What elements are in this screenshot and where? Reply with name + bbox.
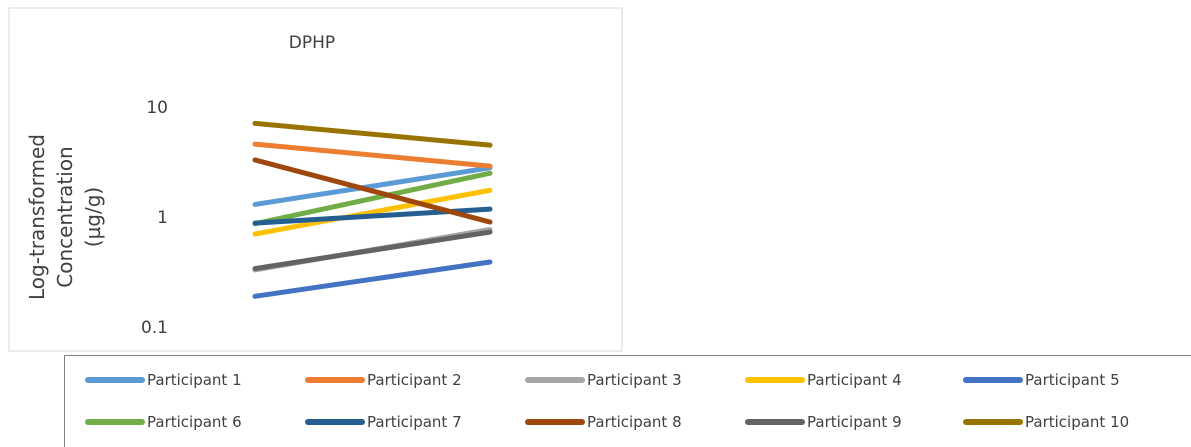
series-lines: [252, 120, 493, 299]
legend-swatch: [745, 419, 805, 425]
legend-swatch: [963, 419, 1023, 425]
series-line-participant-4: [252, 187, 493, 237]
y-tick-label: 0.1: [141, 318, 168, 338]
y-axis-label-line: Concentration: [53, 146, 77, 287]
legend-item: Participant 10: [963, 412, 1129, 432]
chart-title: DPHP: [289, 33, 335, 53]
series-line-participant-2: [252, 141, 493, 169]
series-line-participant-10: [252, 120, 493, 148]
legend-swatch: [963, 377, 1023, 383]
legend-item: Participant 5: [963, 370, 1120, 390]
series-line-participant-5: [252, 259, 493, 299]
series-line-participant-1: [252, 165, 493, 207]
legend-item: Participant 8: [525, 412, 682, 432]
y-axis-label: Log-transformed Concentration (µg/g): [25, 134, 105, 300]
legend: Participant 1 Participant 2 Participant 3 P…: [64, 355, 1191, 447]
legend-item: Participant 2: [305, 370, 462, 390]
legend-label: Participant 2: [367, 371, 462, 389]
legend-label: Participant 7: [367, 413, 462, 431]
y-tick-label: 10: [146, 98, 168, 118]
legend-item: Participant 7: [305, 412, 462, 432]
legend-item: Participant 4: [745, 370, 902, 390]
legend-item: Participant 3: [525, 370, 682, 390]
legend-item: Participant 1: [85, 370, 242, 390]
legend-swatch: [525, 419, 585, 425]
legend-label: Participant 9: [807, 413, 902, 431]
legend-item: Participant 9: [745, 412, 902, 432]
legend-label: Participant 8: [587, 413, 682, 431]
legend-label: Participant 4: [807, 371, 902, 389]
y-tick-labels: 10 1 0.1: [141, 98, 168, 338]
y-axis-label-line: Log-transformed: [25, 134, 49, 300]
legend-label: Participant 6: [147, 413, 242, 431]
legend-item: Participant 6: [85, 412, 242, 432]
series-line-participant-9: [252, 229, 493, 272]
series-line-participant-6: [252, 170, 493, 227]
legend-swatch: [85, 419, 145, 425]
legend-label: Participant 10: [1025, 413, 1130, 431]
legend-label: Participant 1: [147, 371, 242, 389]
chart-area-border: [8, 7, 623, 352]
legend-swatch: [85, 377, 145, 383]
legend-label: Participant 5: [1025, 371, 1120, 389]
y-tick-label: 1: [157, 208, 168, 228]
legend-swatch: [305, 377, 365, 383]
series-line-participant-8: [252, 157, 493, 225]
legend-swatch: [305, 419, 365, 425]
legend-swatch: [525, 377, 585, 383]
legend-label: Participant 3: [587, 371, 682, 389]
y-axis-label-line: (µg/g): [81, 187, 105, 247]
legend-swatch: [745, 377, 805, 383]
